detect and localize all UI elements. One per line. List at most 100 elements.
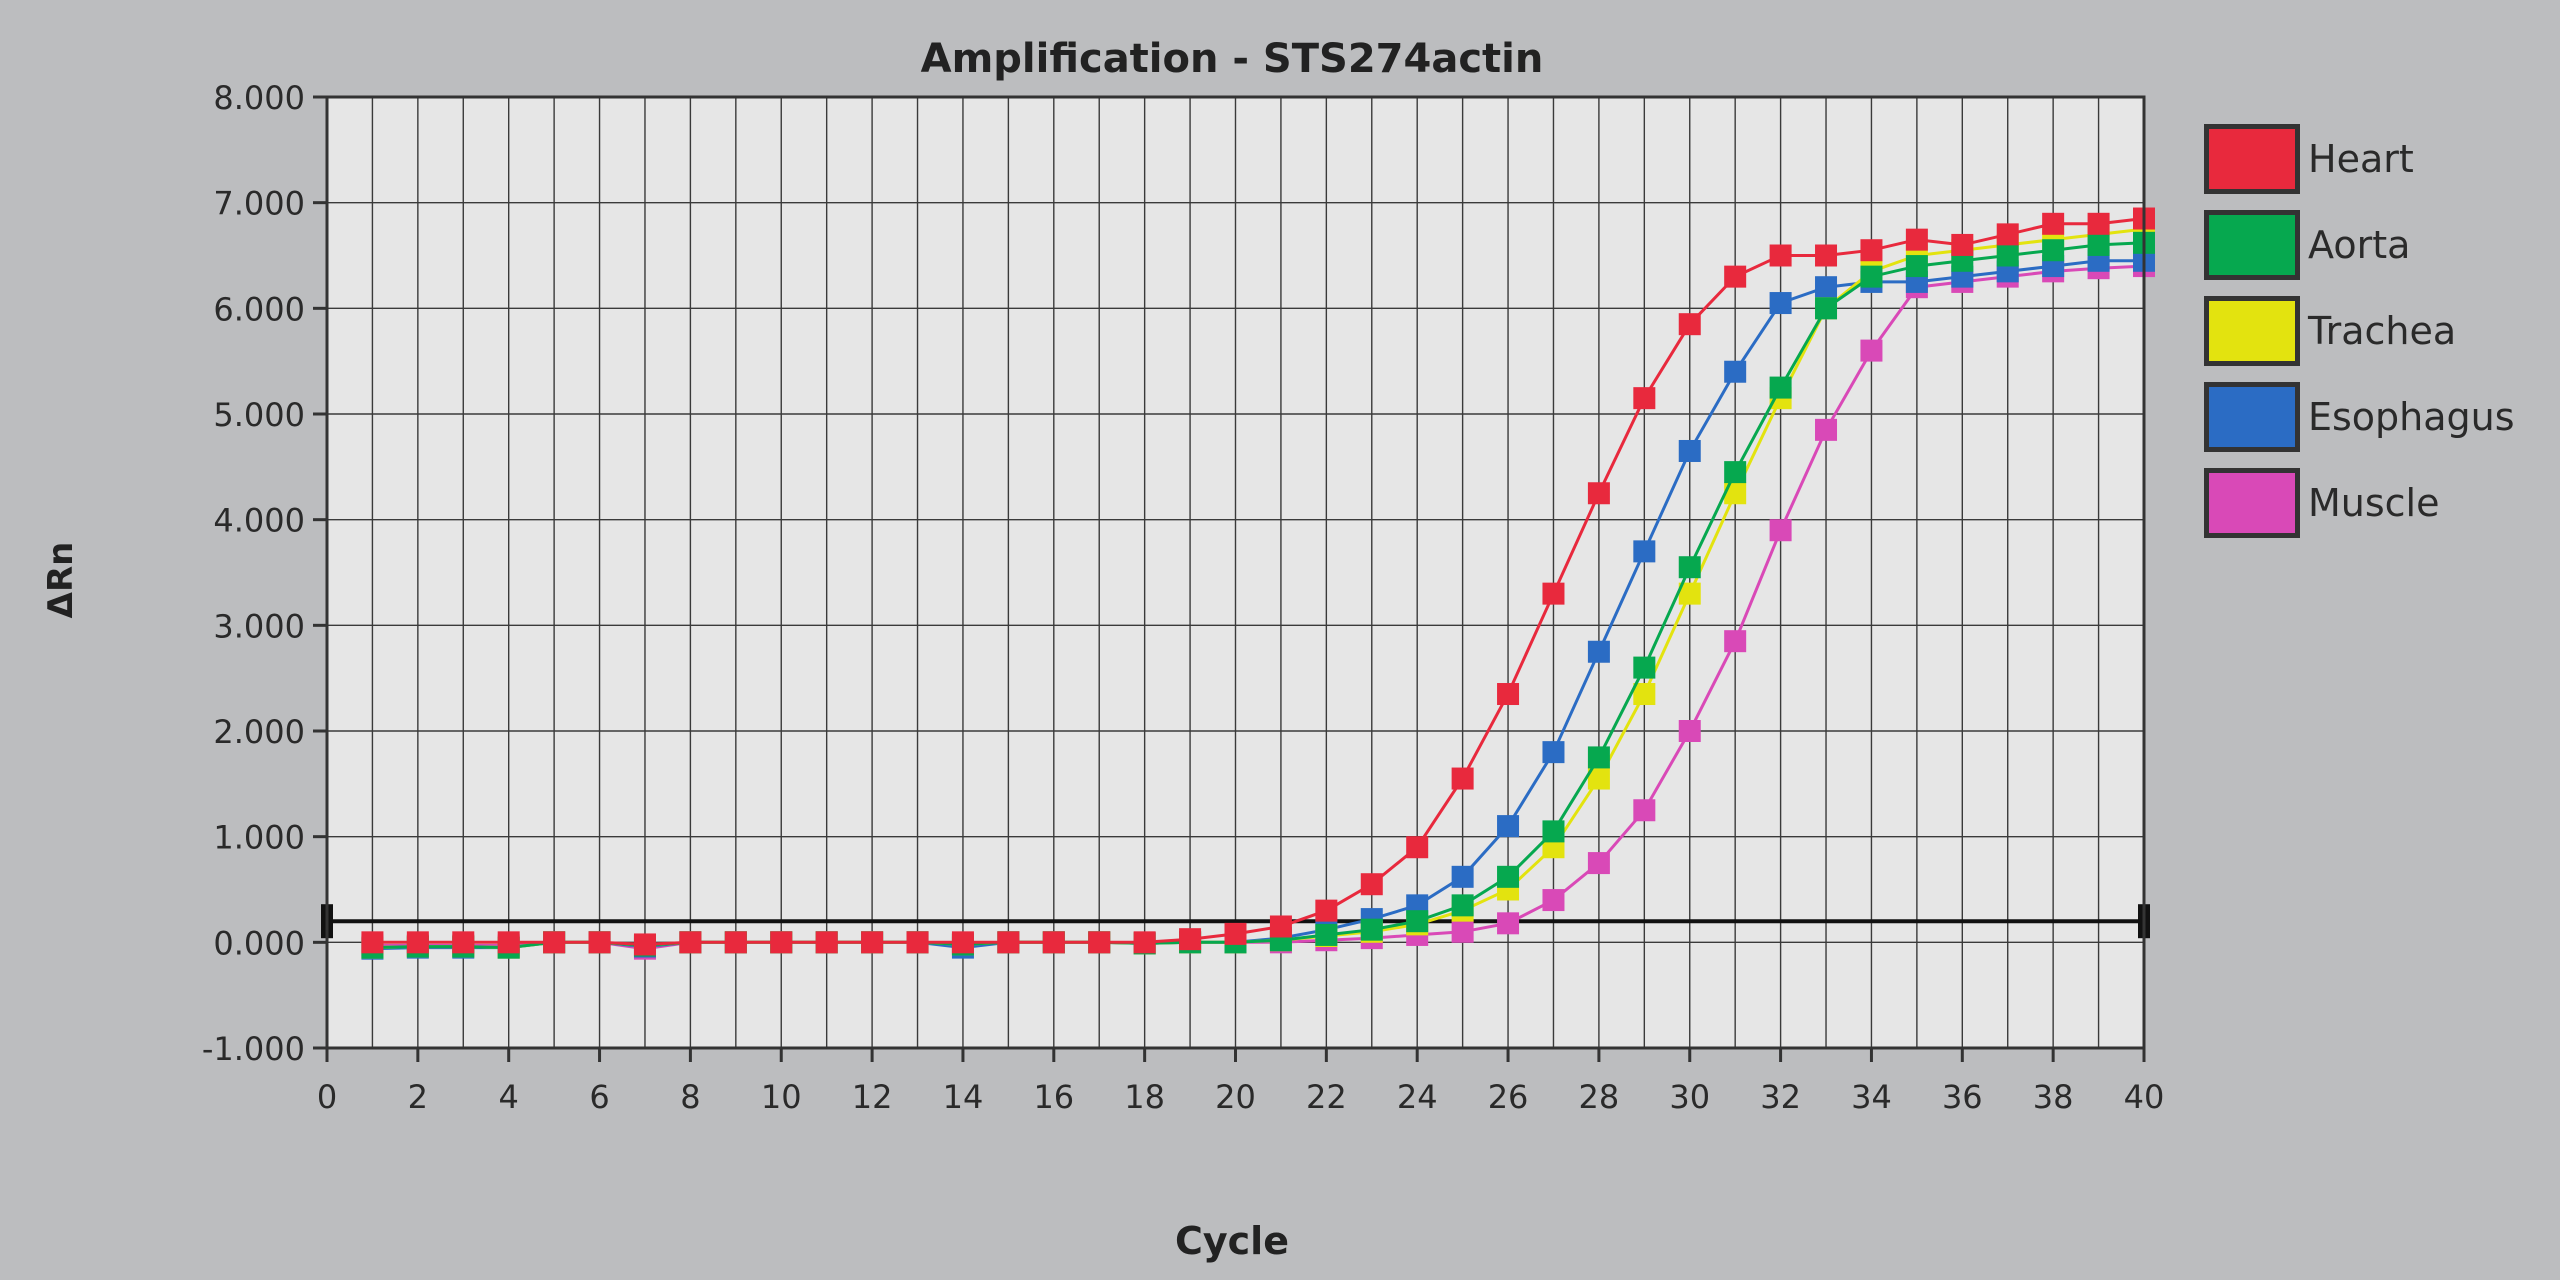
x-tick-label: 34	[1851, 1078, 1892, 1116]
legend: Heart Aorta Trachea Esophagus Muscle	[2204, 124, 2515, 538]
data-point-heart	[1406, 836, 1429, 859]
data-point-esophagus	[1815, 276, 1838, 299]
legend-item-heart: Heart	[2204, 124, 2414, 194]
x-tick-label: 26	[1488, 1078, 1529, 1116]
series-heart	[361, 207, 2155, 956]
data-point-muscle	[1678, 720, 1701, 742]
legend-swatch	[2209, 473, 2295, 533]
data-point-aorta	[1724, 461, 1747, 484]
data-point-heart	[1042, 931, 1065, 954]
y-tick-label: 2.000	[213, 713, 305, 751]
y-tick-label: -1.000	[202, 1030, 305, 1068]
data-point-aorta	[1497, 865, 1520, 888]
gridlines	[327, 97, 2144, 1048]
x-tick-label: 10	[761, 1078, 802, 1116]
x-tick-label: 38	[2033, 1078, 2074, 1116]
legend-item-muscle: Muscle	[2204, 468, 2440, 538]
data-point-heart	[1224, 922, 1247, 945]
legend-swatch	[2209, 215, 2295, 275]
data-point-muscle	[1769, 519, 1792, 542]
data-point-esophagus	[1769, 292, 1792, 315]
y-tick-label: 3.000	[213, 607, 305, 645]
data-point-esophagus	[1542, 741, 1565, 764]
data-point-heart	[1360, 873, 1383, 896]
x-tick-label: 8	[680, 1078, 700, 1116]
legend-label: Heart	[2308, 137, 2414, 181]
y-tick-label: 8.000	[213, 79, 305, 117]
legend-label: Esophagus	[2308, 395, 2515, 439]
x-tick-label: 4	[499, 1078, 519, 1116]
y-tick-label: 5.000	[213, 396, 305, 434]
x-tick-label: 32	[1760, 1078, 1801, 1116]
data-point-aorta	[1996, 244, 2019, 267]
data-point-aorta	[1315, 923, 1338, 946]
data-point-aorta	[1633, 656, 1656, 679]
data-point-heart	[1769, 244, 1792, 267]
x-tick-label: 0	[317, 1078, 337, 1116]
data-point-heart	[1678, 313, 1701, 336]
x-tick-label: 12	[852, 1078, 893, 1116]
x-axis-label: Cycle	[1175, 1219, 1289, 1263]
series-line-heart	[372, 217, 2145, 946]
y-tick-label: 0.000	[213, 924, 305, 962]
data-point-heart	[1724, 265, 1747, 288]
data-point-muscle	[1633, 799, 1656, 822]
data-point-heart	[1133, 931, 1156, 954]
data-point-esophagus	[1724, 360, 1747, 383]
x-tick-label: 6	[589, 1078, 609, 1116]
x-tick-label: 2	[408, 1078, 428, 1116]
legend-swatch	[2209, 129, 2295, 189]
data-point-muscle	[1724, 630, 1747, 653]
data-point-trachea	[1678, 582, 1701, 605]
data-point-aorta	[1769, 376, 1792, 399]
data-point-muscle	[1860, 339, 1883, 362]
y-tick-label: 6.000	[213, 290, 305, 328]
data-point-heart	[1587, 482, 1610, 505]
legend-swatch	[2209, 301, 2295, 361]
data-point-esophagus	[1633, 540, 1656, 563]
data-point-heart	[1088, 931, 1111, 954]
data-point-heart	[1451, 767, 1474, 790]
x-tick-label: 24	[1397, 1078, 1438, 1116]
data-point-heart	[633, 933, 656, 956]
data-point-trachea	[1587, 767, 1610, 790]
series-group	[361, 207, 2155, 960]
data-point-heart	[1996, 223, 2019, 246]
x-tick-label: 30	[1669, 1078, 1710, 1116]
data-point-heart	[588, 931, 611, 954]
data-point-heart	[997, 931, 1020, 954]
legend-label: Muscle	[2308, 481, 2440, 525]
data-point-heart	[361, 931, 384, 954]
y-tick-label: 7.000	[213, 185, 305, 223]
data-point-heart	[724, 931, 747, 954]
data-point-heart	[452, 931, 475, 954]
data-point-heart	[2042, 212, 2065, 235]
data-point-muscle	[1451, 920, 1474, 943]
data-point-aorta	[1905, 255, 1928, 278]
chart-title: Amplification - STS274actin	[921, 36, 1544, 82]
data-point-heart	[1860, 239, 1883, 262]
data-point-heart	[815, 931, 838, 954]
data-point-muscle	[1815, 418, 1838, 441]
data-point-heart	[679, 931, 702, 954]
data-point-heart	[2087, 212, 2110, 235]
axes: -1.000 0.000 1.000 2.000 3.000 4.000 5.000 6.00…	[202, 79, 2165, 1116]
x-tick-label: 14	[943, 1078, 984, 1116]
data-point-heart	[1542, 582, 1565, 605]
data-point-aorta	[1860, 265, 1883, 288]
x-tick-label: 40	[2124, 1078, 2165, 1116]
data-point-aorta	[1815, 297, 1838, 320]
x-tick-label: 28	[1579, 1078, 1620, 1116]
y-tick-label: 1.000	[213, 819, 305, 857]
legend-item-aorta: Aorta	[2204, 210, 2410, 280]
legend-label: Trachea	[2307, 309, 2456, 353]
data-point-aorta	[1587, 746, 1610, 769]
data-point-heart	[1315, 899, 1338, 922]
x-tick-label: 36	[1942, 1078, 1983, 1116]
data-point-aorta	[1406, 910, 1429, 933]
data-point-aorta	[1542, 820, 1565, 843]
data-point-aorta	[1451, 894, 1474, 917]
data-point-aorta	[2042, 239, 2065, 262]
data-point-heart	[1905, 228, 1928, 251]
